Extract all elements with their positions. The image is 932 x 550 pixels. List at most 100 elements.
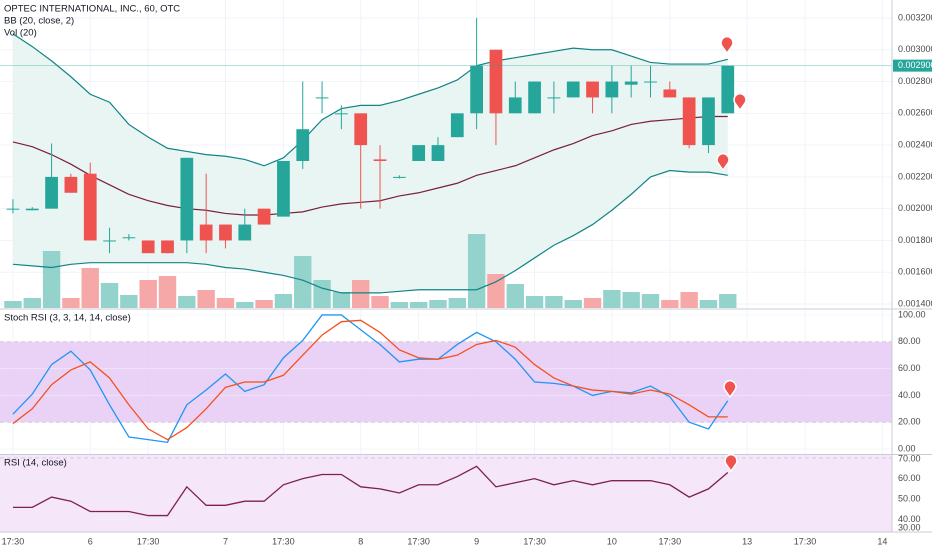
volume-bar — [622, 292, 640, 308]
candle-body — [508, 97, 522, 114]
candle-body — [180, 157, 194, 241]
bb-upper — [12, 33, 728, 167]
panel-title: Stoch RSI (3, 3, 14, 14, close) — [4, 313, 131, 324]
volume-bar — [158, 276, 177, 308]
volume-bar — [313, 280, 331, 308]
alert-pin — [720, 36, 734, 55]
x-tick-label: 8 — [358, 536, 363, 546]
volume-bar — [178, 296, 196, 308]
volume-bar — [603, 290, 621, 308]
y-tick-label: 80.00 — [898, 336, 921, 346]
candle-body — [103, 240, 116, 242]
candle-body — [296, 129, 310, 161]
candle-body — [721, 65, 735, 114]
y-tick-label: 40.00 — [898, 514, 921, 524]
y-tick-label: 20.00 — [898, 417, 921, 427]
candle-body — [83, 173, 97, 241]
volume-bar — [274, 294, 293, 308]
candle-body — [392, 176, 406, 178]
candle-body — [547, 97, 561, 99]
candle-body — [431, 145, 445, 161]
y-tick-label: 60.00 — [898, 473, 921, 483]
candle-body — [25, 208, 39, 211]
candle-body — [644, 81, 657, 83]
volume-bar — [409, 302, 428, 308]
candle-body — [702, 97, 715, 146]
indicator-line — [12, 465, 729, 517]
candle-body — [586, 81, 599, 98]
volume-bar — [42, 251, 61, 308]
volume-bar — [371, 296, 389, 308]
y-tick-label: 100.00 — [898, 309, 926, 319]
volume-bar — [641, 294, 660, 308]
volume-bar — [506, 284, 524, 308]
x-tick-label: 17:30 — [272, 536, 295, 546]
candle-body — [257, 208, 271, 225]
last-price-box — [893, 59, 932, 72]
x-tick-label: 17:30 — [523, 536, 546, 546]
volume-bar — [680, 292, 698, 308]
volume-bar — [139, 280, 157, 308]
indicator-panel — [0, 314, 892, 450]
volume-bar — [467, 234, 486, 308]
candle-body — [238, 224, 252, 241]
candle-body — [373, 159, 387, 161]
volume-bar — [332, 292, 351, 308]
band-fill — [0, 341, 892, 423]
candle-body — [219, 224, 232, 241]
volume-bar — [23, 298, 41, 308]
bb-middle — [12, 115, 728, 216]
indicator-label: Vol (20) — [4, 28, 37, 39]
x-tick-label: 17:30 — [659, 536, 682, 546]
last-price-label: 0.002900 — [898, 60, 932, 70]
indicator-line — [12, 314, 729, 444]
volume-bar — [525, 296, 544, 308]
y-tick-label: 0.002400 — [898, 139, 932, 149]
indicator-panel — [0, 455, 892, 532]
volume-bar — [564, 300, 582, 308]
x-tick-label: 9 — [474, 536, 479, 546]
alert-pin — [716, 153, 730, 172]
candle-body — [605, 81, 619, 98]
candle-body — [663, 89, 677, 98]
volume-bar — [390, 302, 409, 308]
y-tick-label: 50.00 — [898, 494, 921, 504]
x-tick-label: 7 — [223, 536, 228, 546]
x-tick-label: 13 — [742, 536, 752, 546]
candle-body — [470, 65, 483, 114]
candle-body — [450, 113, 464, 138]
alert-pin — [723, 380, 737, 399]
candle-body — [6, 208, 20, 210]
y-tick-label: 0.00 — [898, 443, 916, 453]
y-tick-label: 0.002000 — [898, 203, 932, 213]
x-tick-label: 17:30 — [2, 536, 25, 546]
volume-bar — [699, 300, 718, 308]
volume-bar — [81, 268, 99, 308]
volume-bar — [236, 302, 254, 308]
y-tick-label: 0.003000 — [898, 44, 932, 54]
y-tick-label: 40.00 — [898, 390, 921, 400]
indicator-line — [12, 319, 728, 441]
candle-body — [161, 240, 174, 254]
candle-body — [682, 97, 696, 146]
y-tick-label: 0.001400 — [898, 298, 932, 308]
volume-bar — [255, 300, 273, 308]
volume-bar — [4, 301, 22, 308]
candle-body — [141, 240, 155, 254]
volume-bar — [487, 274, 505, 308]
y-tick-label: 0.001800 — [898, 235, 932, 245]
volume-bar — [448, 298, 466, 308]
y-tick-label: 0.002600 — [898, 108, 932, 118]
y-tick-label: 70.00 — [898, 453, 921, 463]
candle-body — [199, 224, 213, 241]
candle-body — [566, 81, 580, 98]
volume-bar — [197, 290, 215, 308]
candle-body — [489, 49, 503, 114]
candle-body — [624, 81, 638, 85]
volume-bar — [294, 256, 312, 308]
volume-bar — [120, 295, 138, 308]
candle-body — [315, 97, 329, 99]
candle-body — [528, 81, 541, 114]
